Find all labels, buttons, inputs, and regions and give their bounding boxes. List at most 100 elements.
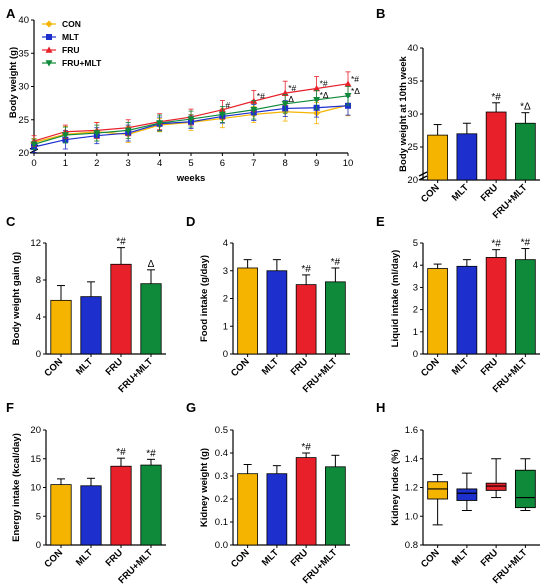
- panel-letter-H: H: [376, 400, 385, 415]
- box-CON: [427, 481, 449, 500]
- bar-FRU: [295, 457, 317, 546]
- y-tick-label: 0.5: [215, 425, 228, 436]
- x-tick-label: 2: [94, 158, 99, 169]
- y-tick-label: 4: [413, 260, 418, 271]
- x-tick-label: CON: [419, 356, 442, 379]
- significance-label: Δ: [148, 259, 155, 270]
- significance-label: *#: [351, 74, 359, 84]
- y-axis-label: Body weight gain (g): [11, 252, 22, 345]
- data-point-FRU: [313, 84, 321, 92]
- x-tick-label: FRU: [104, 356, 126, 378]
- bar-FRU+MLT: [140, 464, 162, 546]
- significance-label: Δ: [288, 94, 294, 104]
- bar-MLT: [266, 473, 288, 546]
- data-point-FRU+MLT: [250, 106, 258, 114]
- significance-label: *#: [257, 91, 265, 101]
- bar-MLT: [80, 485, 102, 546]
- bar-MLT: [456, 265, 478, 355]
- x-tick-label: MLT: [74, 356, 95, 377]
- y-axis-label: Food intake (g/day): [199, 255, 210, 342]
- y-tick-label: 0: [223, 349, 228, 360]
- y-axis-label: Liquid intake (ml/day): [390, 250, 401, 348]
- legend-marker-CON: [45, 20, 53, 28]
- y-tick-label: 8: [36, 275, 41, 286]
- legend-marker-FRU+MLT: [45, 60, 53, 67]
- axis-break-mark: [418, 171, 428, 177]
- x-tick-label: CON: [229, 547, 252, 570]
- data-point-FRU+MLT: [344, 93, 352, 100]
- bar-MLT: [80, 296, 102, 355]
- box-FRU+MLT: [514, 469, 536, 509]
- significance-label: *#: [116, 237, 126, 248]
- y-tick-label: 4: [223, 238, 228, 249]
- y-tick-label: 0.3: [215, 471, 228, 482]
- significance-label: *#: [491, 239, 501, 250]
- y-tick-label: 1.4: [405, 454, 418, 465]
- significance-label: #: [225, 100, 230, 110]
- data-point-FRU+MLT: [61, 132, 69, 139]
- data-point-FRU+MLT: [93, 130, 101, 137]
- y-tick-label: 0.2: [215, 494, 228, 505]
- panel-letter-A: A: [6, 6, 16, 21]
- x-tick-label: CON: [42, 356, 65, 379]
- legend-label: FRU: [62, 45, 79, 55]
- panel-letter-D: D: [186, 214, 195, 229]
- bar-FRU+MLT: [325, 466, 346, 546]
- bar-FRU+MLT: [515, 122, 536, 181]
- panel-A: 20 25 30 35 40 0 1 2 3 4 5 6 7 8 9 10 weeks Body weight (…: [8, 15, 360, 184]
- bar-MLT: [456, 133, 478, 181]
- data-point-FRU+MLT: [156, 120, 164, 127]
- y-tick-label: 12: [30, 238, 41, 249]
- significance-label: *#: [301, 442, 311, 453]
- data-point-FRU: [344, 80, 352, 87]
- y-tick-label: 3: [413, 282, 418, 293]
- y-tick-label: 3: [223, 266, 228, 277]
- y-tick-label: 2: [223, 294, 228, 305]
- y-tick-label: 5: [413, 238, 418, 249]
- panel-letter-G: G: [186, 400, 196, 415]
- y-tick-label: 1.0: [405, 511, 418, 522]
- bar-CON: [50, 484, 72, 546]
- x-tick-label: 9: [314, 158, 319, 169]
- panel-letter-E: E: [376, 214, 385, 229]
- x-tick-label: 3: [126, 158, 131, 169]
- significance-label: *Δ: [520, 102, 531, 113]
- legend-marker-FRU: [45, 46, 53, 53]
- y-tick-label: 5: [36, 511, 41, 522]
- x-tick-label: MLT: [450, 356, 471, 377]
- x-tick-label: FRU: [289, 547, 311, 569]
- panel-letter-F: F: [6, 400, 14, 415]
- x-tick-label: 5: [188, 158, 193, 169]
- x-tick-label: MLT: [450, 182, 471, 203]
- bar-FRU: [295, 284, 317, 355]
- significance-label: *#: [116, 447, 126, 458]
- y-tick-label: 2: [413, 305, 418, 316]
- x-tick-label: CON: [419, 547, 442, 570]
- data-point-FRU+MLT: [30, 141, 38, 148]
- y-tick-label: 0: [36, 540, 41, 551]
- significance-label: *#: [146, 448, 156, 459]
- legend-label: FRU+MLT: [62, 58, 102, 68]
- x-tick-label: CON: [229, 356, 252, 379]
- y-tick-label: 35: [407, 76, 418, 87]
- significance-label: *#: [491, 92, 501, 103]
- y-tick-label: 40: [18, 15, 29, 26]
- y-axis-label: Body weight (g): [8, 47, 19, 118]
- bar-CON: [50, 299, 72, 355]
- x-tick-label: FRU: [479, 547, 501, 569]
- data-point-FRU+MLT: [218, 111, 226, 118]
- y-axis-label: Body weight at 10th week: [398, 55, 409, 171]
- y-tick-label: 0.4: [215, 448, 228, 459]
- x-axis-label: weeks: [176, 173, 206, 184]
- data-point-FRU+MLT: [187, 116, 195, 123]
- x-tick-label: CON: [419, 182, 442, 205]
- bar-FRU: [110, 465, 132, 546]
- y-axis-label: Kidney weight (g): [199, 448, 210, 527]
- box-FRU: [485, 482, 507, 491]
- x-tick-label: MLT: [74, 547, 95, 568]
- significance-label: *#: [320, 78, 328, 88]
- bar-FRU+MLT: [325, 281, 346, 355]
- bar-CON: [427, 134, 448, 181]
- y-tick-label: 10: [30, 483, 41, 494]
